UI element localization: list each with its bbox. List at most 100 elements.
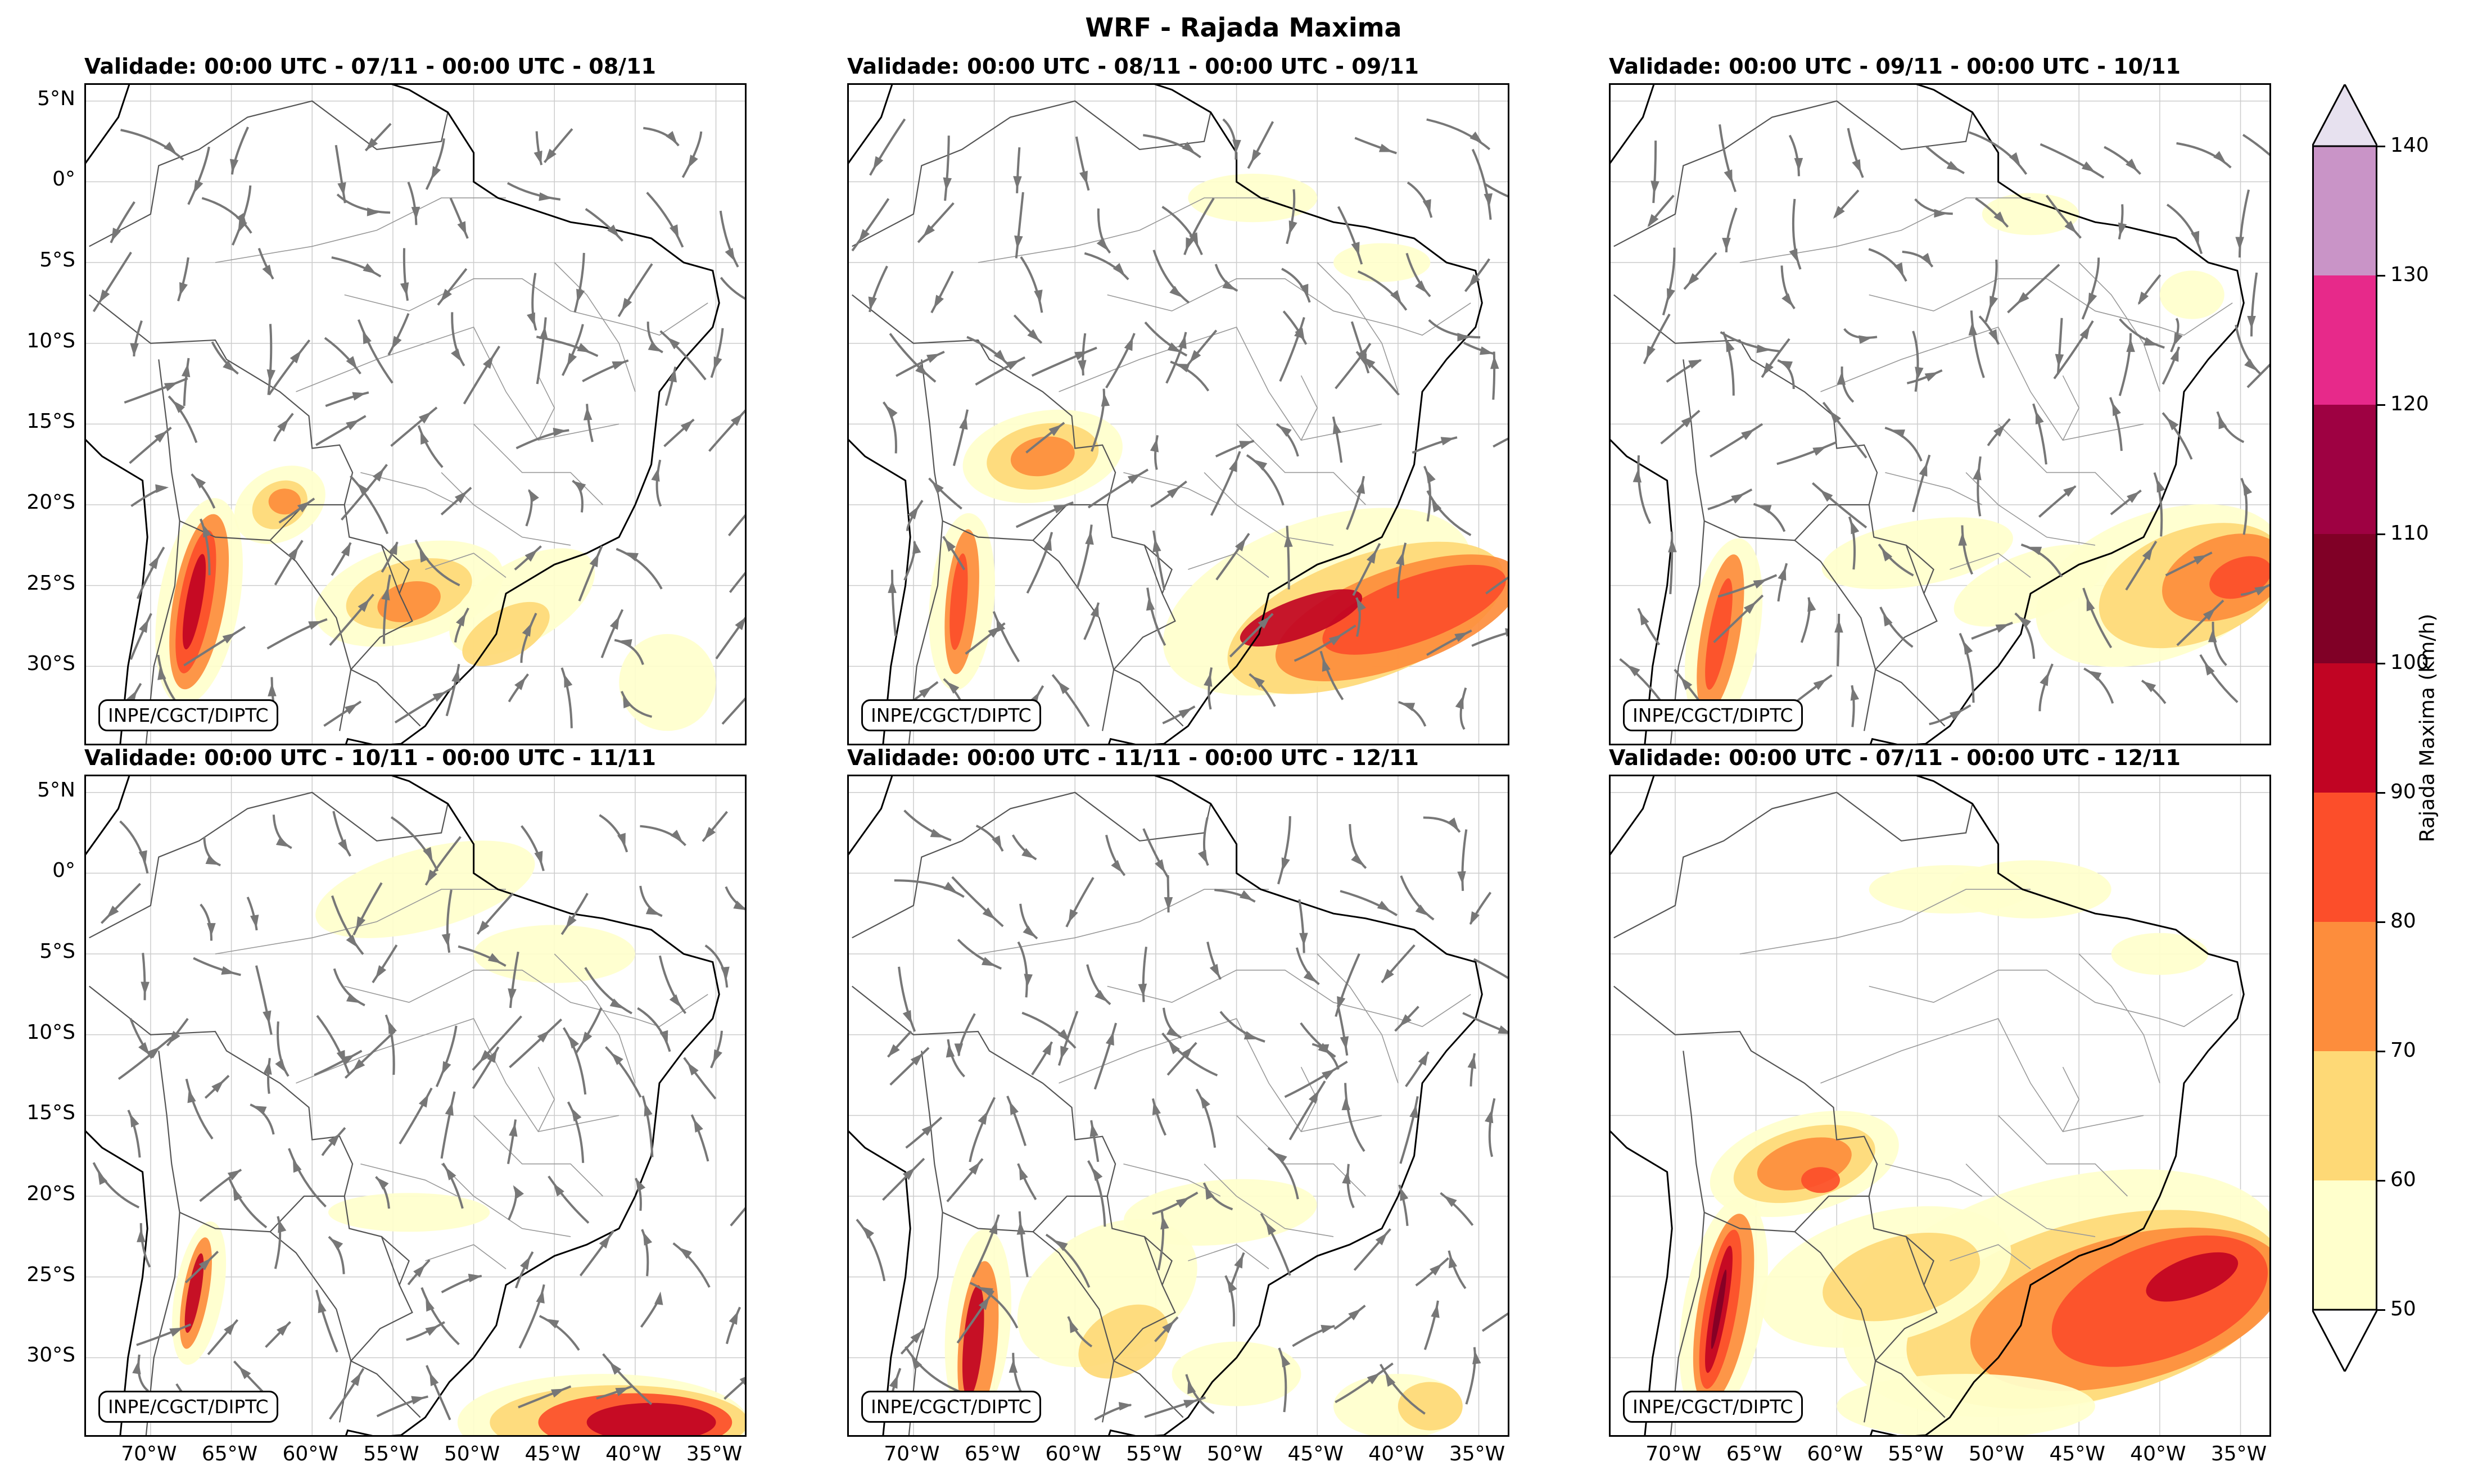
streamline-arrow-icon bbox=[994, 350, 1006, 363]
streamline-arrow-icon bbox=[1973, 467, 1982, 481]
colorbar-tick-label: 90 bbox=[2390, 780, 2416, 803]
streamline-arrow-icon bbox=[1168, 1041, 1181, 1055]
lat-tick-label: 5°N bbox=[37, 778, 75, 802]
streamline-arrow-icon bbox=[365, 138, 378, 151]
panel-title-1: Validade: 00:00 UTC - 07/11 - 00:00 UTC … bbox=[84, 54, 656, 79]
streamline-arrow-icon bbox=[157, 666, 166, 680]
streamline-arrow-icon bbox=[1724, 169, 1733, 184]
state-border bbox=[1965, 472, 2096, 546]
streamline-arrow-icon bbox=[221, 966, 235, 975]
state-border bbox=[425, 1244, 507, 1269]
streamline-arrow-icon bbox=[207, 923, 216, 936]
coastline bbox=[1611, 776, 2245, 1435]
streamline-arrow-icon bbox=[713, 1049, 722, 1064]
streamline-arrow-icon bbox=[1209, 963, 1220, 978]
streamline bbox=[1298, 899, 1305, 953]
gust-area bbox=[1322, 564, 1506, 655]
streamline-arrow-icon bbox=[1756, 344, 1770, 354]
streamline-arrow-icon bbox=[1431, 1304, 1440, 1318]
lon-tick-label: 65°W bbox=[1726, 1442, 1783, 1465]
streamline-arrow-icon bbox=[1175, 1197, 1190, 1208]
lat-tick-label: 20°S bbox=[26, 1182, 75, 1206]
streamline bbox=[1154, 1316, 1179, 1342]
streamline-arrow-icon bbox=[2167, 417, 2179, 431]
streamline-arrow-icon bbox=[224, 1322, 236, 1336]
streamline bbox=[1394, 1006, 1419, 1032]
streamline-arrow-icon bbox=[1666, 288, 1675, 302]
streamline bbox=[560, 667, 573, 729]
lon-tick-label: 45°W bbox=[2049, 1442, 2105, 1465]
streamline bbox=[1286, 526, 1290, 590]
streamline-arrow-icon bbox=[352, 1058, 365, 1071]
streamline bbox=[1984, 259, 1998, 323]
streamline-arrow-icon bbox=[193, 476, 206, 489]
streamline bbox=[288, 1148, 327, 1207]
streamline-arrow-icon bbox=[1484, 193, 1493, 207]
streamline-arrow-icon bbox=[2242, 482, 2253, 496]
streamline bbox=[1792, 198, 1802, 270]
streamline bbox=[463, 345, 500, 405]
country-border bbox=[1613, 985, 1946, 1418]
streamline bbox=[440, 487, 472, 515]
streamline-arrow-icon bbox=[1016, 1221, 1026, 1235]
streamline-arrow-icon bbox=[2269, 153, 2271, 165]
country-border bbox=[158, 1051, 345, 1233]
panel-title-4: Validade: 00:00 UTC - 10/11 - 00:00 UTC … bbox=[84, 745, 656, 770]
streamline bbox=[2216, 411, 2245, 444]
streamline-arrow-icon bbox=[1989, 296, 1998, 310]
streamline bbox=[620, 691, 652, 718]
gust-area bbox=[619, 634, 716, 731]
streamline bbox=[357, 319, 394, 384]
streamline bbox=[2176, 142, 2232, 169]
streamline-arrow-icon bbox=[2040, 672, 2049, 686]
streamline bbox=[1471, 148, 1492, 220]
streamline-arrow-icon bbox=[1048, 424, 1062, 436]
streamline-arrow-icon bbox=[1375, 1232, 1387, 1246]
streamline-arrow-icon bbox=[1341, 1097, 1351, 1111]
lat-tick-label: 0° bbox=[52, 168, 75, 191]
lon-tick-label: 40°W bbox=[2130, 1442, 2186, 1465]
streamline bbox=[2239, 189, 2250, 258]
streamline-arrow-icon bbox=[1079, 170, 1088, 185]
streamline-arrow-icon bbox=[262, 264, 273, 278]
streamline bbox=[278, 497, 315, 524]
streamline-arrow-icon bbox=[1167, 342, 1181, 353]
lon-tick-label: 50°W bbox=[1968, 1442, 2025, 1465]
streamline-arrow-icon bbox=[1479, 346, 1494, 355]
streamline bbox=[1281, 268, 1311, 303]
colorbar-tick-mark bbox=[2377, 1051, 2385, 1052]
streamline-arrow-icon bbox=[181, 363, 191, 378]
streamline-arrow-icon bbox=[923, 224, 935, 237]
state-border bbox=[1398, 994, 1471, 1028]
country-border bbox=[1794, 540, 1876, 731]
lon-tick-label: 65°W bbox=[964, 1442, 1021, 1465]
streamline bbox=[683, 1057, 717, 1100]
streamline-arrow-icon bbox=[669, 224, 679, 238]
streamline bbox=[1279, 316, 1305, 382]
streamline-arrow-icon bbox=[1440, 437, 1455, 446]
country-border bbox=[89, 294, 421, 727]
streamline bbox=[1713, 594, 1764, 644]
streamline bbox=[659, 330, 707, 381]
streamline-arrow-icon bbox=[376, 1177, 389, 1190]
country-border bbox=[89, 100, 449, 247]
streamline-arrow-icon bbox=[1074, 351, 1088, 360]
streamline-arrow-icon bbox=[669, 994, 681, 1008]
streamline-arrow-icon bbox=[567, 352, 577, 367]
streamline-arrow-icon bbox=[292, 1159, 302, 1173]
streamline bbox=[183, 626, 246, 667]
lat-tick-label: 10°S bbox=[26, 1020, 75, 1044]
streamline-arrow-icon bbox=[2156, 478, 2165, 493]
coastline-west bbox=[1611, 438, 1673, 744]
streamline bbox=[1015, 192, 1024, 259]
streamline-arrow-icon bbox=[508, 988, 517, 1002]
streamline-arrow-icon bbox=[1322, 1069, 1335, 1080]
state-border bbox=[215, 197, 506, 263]
streamline-arrow-icon bbox=[978, 1111, 988, 1125]
streamline bbox=[882, 1157, 925, 1201]
map-svg bbox=[849, 85, 1508, 744]
streamline-arrow-icon bbox=[1222, 280, 1236, 291]
streamline bbox=[917, 202, 955, 243]
streamline-arrow-icon bbox=[1722, 238, 1731, 251]
streamline-arrow-icon bbox=[545, 1319, 559, 1329]
